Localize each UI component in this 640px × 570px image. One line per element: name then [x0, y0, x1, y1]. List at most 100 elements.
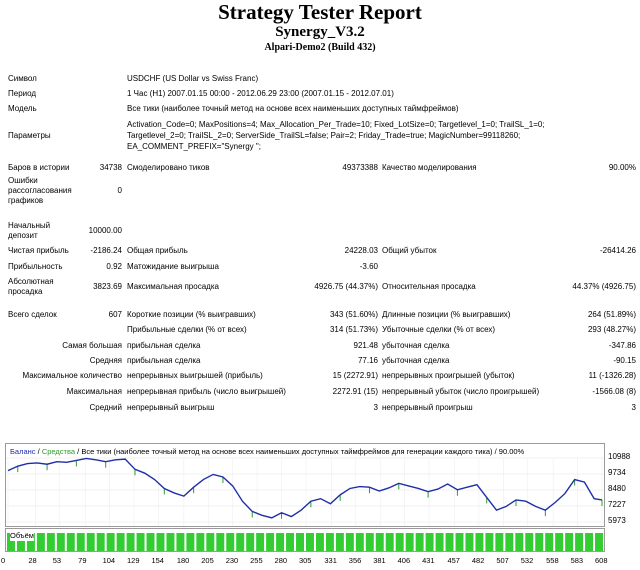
- volume-bar: [166, 533, 175, 551]
- volume-bar: [36, 533, 45, 551]
- abs-drawdown-label-2: просадка: [8, 287, 43, 296]
- largest-loss-label: убыточная сделка: [382, 341, 450, 350]
- errors-label-1: Ошибки: [8, 176, 38, 185]
- abs-drawdown-label-1: Абсолютная: [8, 277, 54, 286]
- report-title: Strategy Tester Report: [218, 0, 422, 24]
- x-tick-label: 558: [546, 556, 559, 565]
- volume-bar: [515, 533, 524, 551]
- x-tick-label: 431: [422, 556, 435, 565]
- deposit-label-2: депозит: [8, 231, 38, 240]
- volume-bar: [116, 533, 125, 551]
- deposit-value: 10000.00: [88, 226, 122, 235]
- avg-profit-label: прибыльная сделка: [127, 356, 201, 365]
- ticks-label: Смоделировано тиков: [127, 163, 210, 172]
- errors-value: 0: [117, 186, 122, 195]
- quality-value: 90.00%: [608, 163, 636, 172]
- maximal-label: Максимальная: [66, 387, 122, 396]
- volume-bar: [7, 533, 15, 551]
- balance-line: [7, 457, 603, 519]
- x-tick-label: 406: [397, 556, 411, 565]
- profit-factor-label: Прибыльность: [8, 262, 63, 271]
- cons-profit-label: непрерывная прибыль (число выигрышей): [127, 387, 286, 396]
- legend-rest: Все тики (наиболее точный метод на основ…: [81, 447, 525, 456]
- volume-bar: [106, 533, 115, 551]
- server-name: Alpari-Demo2 (Build 432): [264, 42, 376, 53]
- gross-loss-value: -26414.26: [599, 246, 636, 255]
- x-tick-label: 583: [570, 556, 584, 565]
- volume-bar: [525, 533, 534, 551]
- volume-bar: [495, 533, 504, 551]
- expected-payoff-label: Матожидание выигрыша: [127, 262, 219, 271]
- x-tick-label: 104: [102, 556, 116, 565]
- volume-bar: [296, 533, 304, 551]
- gross-loss-label: Общий убыток: [382, 246, 437, 255]
- volume-bar: [136, 533, 145, 551]
- x-tick-label: 129: [127, 556, 140, 565]
- symbol-label: Символ: [8, 74, 37, 83]
- quality-label: Качество моделирования: [382, 163, 477, 172]
- errors-label-2: рассогласования: [8, 186, 72, 195]
- volume-bar: [306, 533, 314, 551]
- y-tick-label: 9734: [608, 468, 626, 477]
- bars-value: 34738: [99, 163, 122, 172]
- x-tick-label: 608: [595, 556, 608, 565]
- x-tick-label: 381: [373, 556, 386, 565]
- largest-profit-value: 921.48: [353, 341, 378, 350]
- largest-profit-label: прибыльная сделка: [127, 341, 201, 350]
- params-line-3: EA_COMMENT_PREFIX="Synergy ";: [127, 142, 261, 151]
- gross-profit-label: Общая прибыль: [127, 246, 188, 255]
- total-trades-label: Всего сделок: [8, 310, 57, 319]
- x-tick-label: 230: [225, 556, 239, 565]
- expected-payoff-value: -3.60: [359, 262, 378, 271]
- rel-drawdown-value: 44.37% (4926.75): [572, 282, 636, 291]
- params-label: Параметры: [8, 131, 51, 140]
- x-tick-label: 482: [471, 556, 485, 565]
- ticks-value: 49373388: [342, 163, 378, 172]
- volume-bar: [226, 533, 235, 551]
- total-trades-value: 607: [108, 310, 122, 319]
- volume-bar: [176, 533, 185, 551]
- volume-bar: [66, 533, 75, 551]
- volume-bar: [435, 533, 444, 551]
- avg-losses-label: непрерывный проигрыш: [382, 403, 473, 412]
- avg-loss-value: -90.15: [613, 356, 636, 365]
- avg-loss-label: убыточная сделка: [382, 356, 450, 365]
- balance-chart: Баланс / Средства / Все тики (наиболее т…: [5, 443, 605, 527]
- volume-bar: [585, 533, 594, 551]
- x-tick-label: 507: [496, 556, 509, 565]
- volume-bar: [315, 533, 324, 551]
- volume-bar: [156, 533, 165, 551]
- legend-balance: Баланс: [10, 447, 36, 456]
- max-drawdown-value: 4926.75 (44.37%): [314, 282, 378, 291]
- long-positions-label: Длинные позиции (% выигравших): [382, 310, 511, 319]
- volume-bar: [46, 533, 55, 551]
- y-tick-label: 8480: [608, 484, 626, 493]
- volume-bar: [286, 533, 295, 551]
- deposit-label-1: Начальный: [8, 221, 51, 230]
- average2-label: Средний: [89, 403, 122, 412]
- x-tick-label: 356: [348, 556, 362, 565]
- volume-bar: [56, 533, 65, 551]
- volume-bar: [266, 533, 275, 551]
- bars-label: Баров в истории: [8, 163, 70, 172]
- long-positions-value: 264 (51.89%): [587, 310, 636, 319]
- volume-bar: [545, 533, 554, 551]
- volume-bar: [96, 533, 105, 551]
- x-tick-label: 154: [151, 556, 164, 565]
- net-profit-label: Чистая прибыль: [8, 246, 69, 255]
- volume-bar: [76, 533, 85, 551]
- avg-wins-value: 3: [373, 403, 378, 412]
- largest-loss-value: -347.86: [608, 341, 636, 350]
- model-value: Все тики (наиболее точный метод на основ…: [127, 104, 459, 113]
- volume-bar: [146, 533, 155, 551]
- avg-wins-label: непрерывный выигрыш: [127, 403, 215, 412]
- params-line-1: Activation_Code=0; MaxPositions=4; Max_A…: [127, 120, 545, 129]
- errors-label-3: графиков: [8, 196, 44, 205]
- x-tick-label: 457: [447, 556, 460, 565]
- x-tick-label: 28: [28, 556, 37, 565]
- cons-profit-value: 2272.91 (15): [332, 387, 378, 396]
- loss-trades-value: 293 (48.27%): [587, 325, 636, 334]
- y-tick-label: 7227: [608, 500, 626, 509]
- x-tick-label: 180: [176, 556, 190, 565]
- cons-losses-label: непрерывных проигрышей (убыток): [382, 371, 515, 380]
